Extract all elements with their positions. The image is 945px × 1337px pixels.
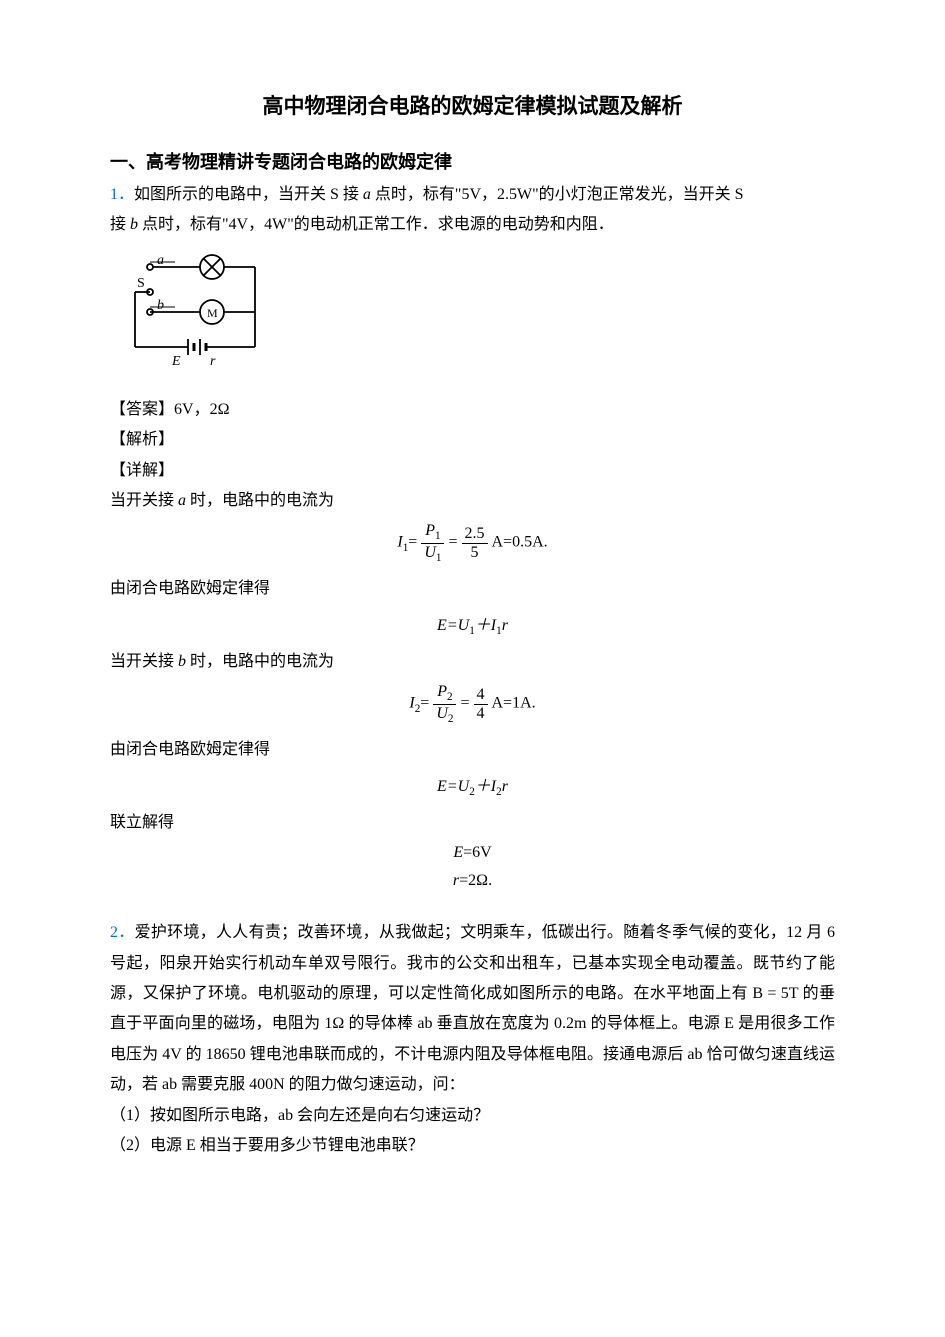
document-title: 高中物理闭合电路的欧姆定律模拟试题及解析 xyxy=(110,90,835,120)
q1-expl-4: 由闭合电路欧姆定律得 xyxy=(110,735,835,765)
circuit-svg: a S b M E r xyxy=(110,247,280,382)
q1-b: b xyxy=(130,216,138,233)
q2-sub2: （2）电源 E 相当于要用多少节锂电池串联？ xyxy=(110,1131,835,1161)
eq1-unit: A=0.5A. xyxy=(492,534,548,551)
circuit-r-label: r xyxy=(210,354,216,369)
q1-expl-1: 当开关接 a 时，电路中的电流为 xyxy=(110,486,835,516)
answer-label: 【答案】 xyxy=(110,401,174,418)
q1-text-d: 点时，标有"4V，4W"的电动机正常工作．求电源的电动势和内阻． xyxy=(138,216,614,233)
eq1-p: P xyxy=(425,522,435,539)
q2-number: 2． xyxy=(110,924,135,941)
circuit-e-label: E xyxy=(171,354,181,369)
section-heading: 一、高考物理精讲专题闭合电路的欧姆定律 xyxy=(110,148,835,174)
q1-expl-3-b: b xyxy=(178,653,186,670)
q2-text: 爱护环境，人人有责；改善环境，从我做起；文明乘车，低碳出行。随着冬季气候的变化，… xyxy=(110,924,835,1093)
q1-expl-1-a: a xyxy=(178,492,186,509)
eq3-u: U xyxy=(436,705,448,722)
q1-eq1: I1= P1U1 = 2.55 A=0.5A. xyxy=(110,522,835,564)
detail-label: 【详解】 xyxy=(110,456,835,486)
answer-value: 6V，2Ω xyxy=(174,401,229,418)
q1-answer: 【答案】6V，2Ω xyxy=(110,395,835,425)
q1-text-c: 接 xyxy=(110,216,130,233)
eq1-usub: 1 xyxy=(436,552,442,564)
q1-expl-2: 由闭合电路欧姆定律得 xyxy=(110,574,835,604)
q1-eq2: E=U1＋I1r xyxy=(110,611,835,637)
q1-text-a: 如图所示的电路中，当开关 S 接 xyxy=(134,186,363,203)
eq3-unit: A=1A. xyxy=(492,695,536,712)
parse-label: 【解析】 xyxy=(110,425,835,455)
eq3-psub: 2 xyxy=(447,692,453,704)
eq1-psub: 1 xyxy=(435,531,441,543)
q1-expl-1a: 当开关接 xyxy=(110,492,178,509)
circuit-s-label: S xyxy=(137,276,145,291)
q1-statement: 1．如图所示的电路中，当开关 S 接 a 点时，标有"5V，2.5W"的小灯泡正… xyxy=(110,180,835,241)
eq3-usub: 2 xyxy=(448,713,454,725)
q1-expl-1b: 时，电路中的电流为 xyxy=(186,492,334,509)
eq3-p: P xyxy=(437,683,447,700)
eq1-u: U xyxy=(424,544,436,561)
q1-expl-5: 联立解得 xyxy=(110,808,835,838)
circuit-diagram: a S b M E r xyxy=(110,247,835,387)
circuit-a-label: a xyxy=(157,253,164,268)
circuit-m-label: M xyxy=(207,306,218,320)
eq1-num: 2.5 xyxy=(462,525,488,544)
q2-sub1: （1）按如图所示电路，ab 会向左还是向右匀速运动？ xyxy=(110,1101,835,1131)
q1-eq3: I2= P2U2 = 44 A=1A. xyxy=(110,683,835,725)
q1-number: 1． xyxy=(110,186,134,203)
eq3-den: 4 xyxy=(474,705,488,723)
q1-text-b: 点时，标有"5V，2.5W"的小灯泡正常发光，当开关 S xyxy=(371,186,744,203)
q1-eq4: E=U2＋I2r xyxy=(110,772,835,798)
q1-eq6: r=2Ω. xyxy=(110,872,835,890)
q1-expl-3b: 时，电路中的电流为 xyxy=(186,653,334,670)
q1-expl-3a: 当开关接 xyxy=(110,653,178,670)
q1-a: a xyxy=(363,186,371,203)
q1-eq5: E=6V xyxy=(110,844,835,862)
eq1-den: 5 xyxy=(462,544,488,562)
eq3-num: 4 xyxy=(474,686,488,705)
circuit-b-label: b xyxy=(157,298,164,313)
page: 高中物理闭合电路的欧姆定律模拟试题及解析 一、高考物理精讲专题闭合电路的欧姆定律… xyxy=(0,0,945,1337)
q1-expl-3: 当开关接 b 时，电路中的电流为 xyxy=(110,647,835,677)
q2-statement: 2．爱护环境，人人有责；改善环境，从我做起；文明乘车，低碳出行。随着冬季气候的变… xyxy=(110,918,835,1100)
